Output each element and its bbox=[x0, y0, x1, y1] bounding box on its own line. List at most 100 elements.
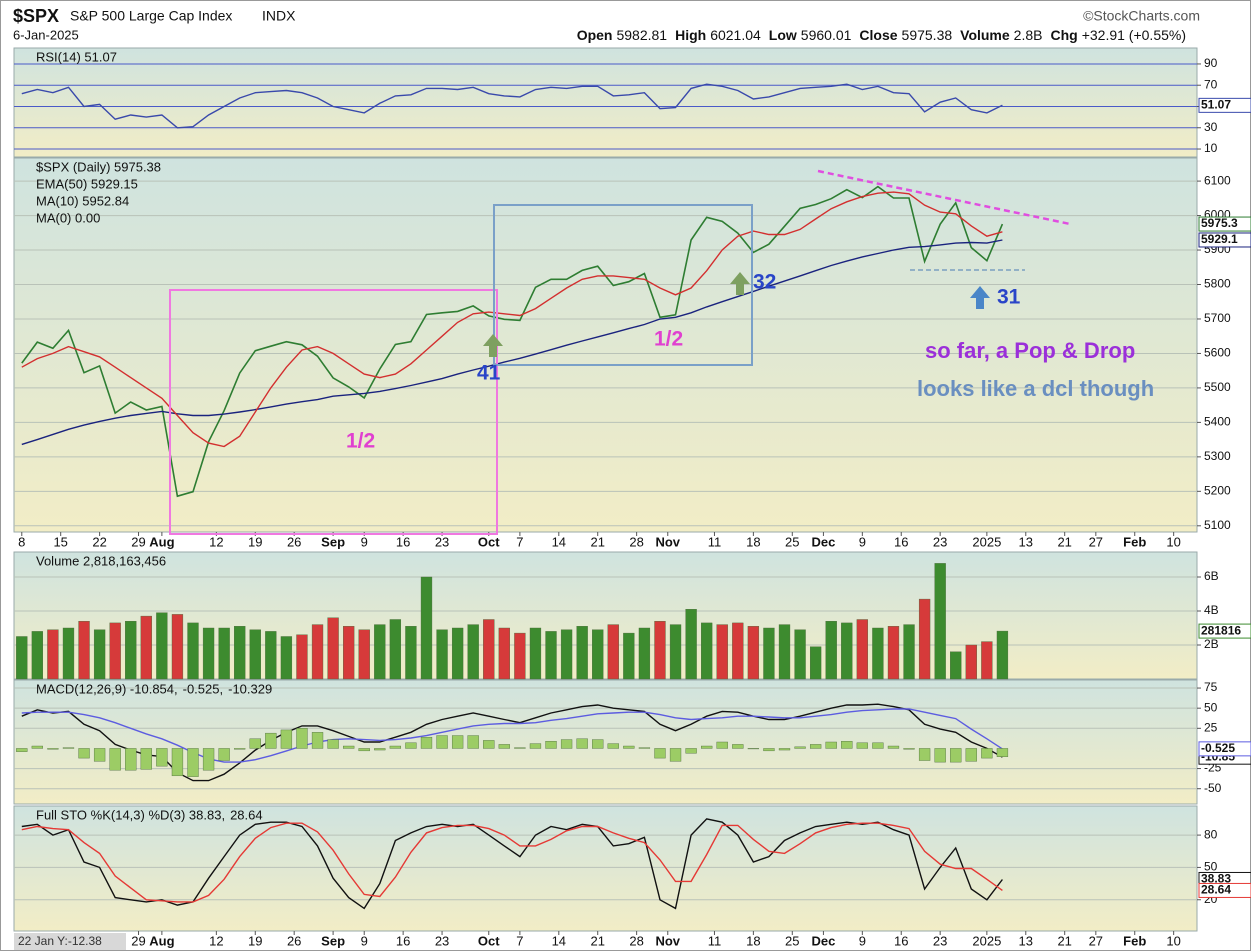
quote: Open 5982.81 High 6021.04 Low 5960.01 Close 597… bbox=[577, 27, 1186, 43]
bar bbox=[576, 738, 588, 749]
y-tick-label: 5200 bbox=[1204, 483, 1231, 497]
x-tick-label: 13 bbox=[1019, 933, 1033, 948]
bar bbox=[809, 646, 822, 680]
bar bbox=[934, 563, 946, 680]
x-tick-label: 13 bbox=[1019, 534, 1033, 549]
bar bbox=[62, 747, 75, 749]
quote-value: 2.8B bbox=[1014, 27, 1043, 43]
bar bbox=[327, 617, 339, 680]
bar bbox=[280, 729, 293, 749]
quote-label: Close bbox=[859, 27, 897, 43]
bar bbox=[560, 629, 573, 680]
bar bbox=[171, 614, 184, 680]
x-tick-label: 9 bbox=[361, 933, 368, 948]
bar bbox=[592, 739, 604, 749]
annotation: so far, a Pop & Drop bbox=[925, 338, 1135, 363]
bar bbox=[732, 744, 744, 749]
x-tick-label: 12 bbox=[209, 933, 223, 948]
x-tick-label: 14 bbox=[552, 534, 566, 549]
bar bbox=[529, 627, 542, 680]
x-tick-label: 9 bbox=[361, 534, 368, 549]
x-tick-label: Sep bbox=[321, 534, 345, 549]
bar bbox=[918, 598, 931, 680]
x-tick-label: 26 bbox=[287, 534, 301, 549]
x-tick-label: Nov bbox=[655, 933, 680, 948]
last-value: 281816 bbox=[1201, 623, 1241, 637]
bar bbox=[405, 626, 417, 680]
bar bbox=[187, 748, 199, 777]
bar bbox=[218, 627, 230, 680]
x-tick-label: 10 bbox=[1166, 933, 1180, 948]
x-tick-label: 9 bbox=[859, 534, 866, 549]
series-line bbox=[21, 703, 1003, 782]
bar bbox=[62, 627, 75, 680]
bar bbox=[420, 736, 433, 749]
x-tick-label: Oct bbox=[478, 933, 500, 948]
bar bbox=[218, 748, 230, 761]
bar bbox=[467, 735, 479, 749]
bar bbox=[607, 743, 619, 749]
bar bbox=[140, 748, 152, 770]
bar bbox=[265, 631, 277, 680]
date: 6-Jan-2025 bbox=[13, 27, 79, 42]
x-tick-label: 14 bbox=[552, 933, 566, 948]
trend-line bbox=[817, 169, 1071, 226]
bar bbox=[903, 624, 915, 680]
bar bbox=[763, 748, 775, 752]
bar bbox=[996, 630, 1009, 680]
bar bbox=[451, 735, 464, 749]
bar bbox=[125, 748, 137, 771]
annotation: 31 bbox=[997, 286, 1021, 309]
x-tick-label: 21 bbox=[1057, 534, 1071, 549]
bar bbox=[638, 627, 651, 680]
x-tick-label: Dec bbox=[811, 933, 835, 948]
series-line bbox=[21, 822, 1003, 903]
last-value-box bbox=[1198, 623, 1251, 639]
x-tick-label: 21 bbox=[590, 534, 604, 549]
bar bbox=[763, 627, 775, 680]
bar bbox=[374, 624, 386, 680]
x-tick-label: 28 bbox=[629, 534, 643, 549]
bar bbox=[140, 615, 152, 680]
bar bbox=[265, 732, 277, 749]
series-line bbox=[21, 818, 1003, 910]
bar bbox=[638, 747, 651, 749]
bar bbox=[514, 632, 526, 680]
bar bbox=[156, 612, 168, 680]
x-tick-label: 15 bbox=[53, 534, 67, 549]
y-tick-label: 5500 bbox=[1204, 380, 1231, 394]
quote-value: +32.91 (+0.55%) bbox=[1082, 27, 1186, 43]
legend-entry: EMA(50) 5929.15 bbox=[36, 176, 138, 191]
bar bbox=[296, 728, 308, 749]
x-tick-label: 16 bbox=[396, 534, 410, 549]
bar bbox=[856, 619, 868, 680]
quote-label: Chg bbox=[1050, 27, 1077, 43]
y-tick-label: 2B bbox=[1204, 637, 1219, 651]
bar bbox=[93, 629, 106, 680]
bar bbox=[16, 636, 28, 680]
x-tick-label: Aug bbox=[149, 534, 174, 549]
bar bbox=[654, 748, 666, 759]
bar bbox=[483, 740, 495, 749]
bar bbox=[809, 744, 822, 749]
x-tick-label: 27 bbox=[1089, 933, 1103, 948]
x-tick-label: 7 bbox=[516, 933, 523, 948]
bar bbox=[716, 741, 728, 749]
bar bbox=[125, 620, 137, 680]
bar bbox=[903, 748, 915, 750]
x-tick-label: 28 bbox=[629, 933, 643, 948]
bar bbox=[249, 738, 261, 749]
quote-value: 5982.81 bbox=[616, 27, 667, 43]
bar bbox=[623, 632, 635, 680]
panel-bg bbox=[13, 47, 1198, 158]
bar bbox=[716, 624, 728, 680]
bar bbox=[467, 624, 479, 680]
annotation: looks like a dcl though bbox=[917, 376, 1154, 401]
panel-bg bbox=[13, 805, 1198, 932]
x-tick-label: 11 bbox=[708, 933, 722, 948]
bar bbox=[389, 745, 402, 749]
bar bbox=[623, 745, 635, 749]
x-tick-label: 29 bbox=[131, 933, 145, 948]
bar bbox=[747, 748, 760, 750]
legend-entry: MACD(12,26,9) -10.854, bbox=[36, 681, 178, 696]
